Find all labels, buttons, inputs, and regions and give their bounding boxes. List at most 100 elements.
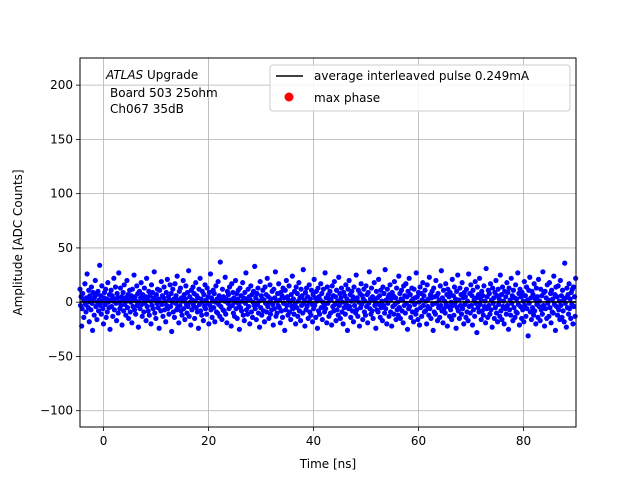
data-point [535,276,542,282]
data-point [88,307,94,313]
data-point [300,267,306,273]
data-point [113,318,120,324]
data-point [177,302,183,309]
data-point [353,272,359,278]
data-point [542,288,548,294]
data-point [160,313,166,319]
data-point [466,271,472,277]
data-point [537,318,543,324]
data-point [381,290,387,297]
data-point [131,307,138,313]
data-point [460,306,466,312]
data-point [421,293,427,299]
data-point [296,280,302,286]
y-tick-label: 100 [50,187,73,201]
data-point [487,281,494,287]
grid [80,58,576,427]
data-point [548,320,554,326]
data-point [262,284,268,290]
data-point [422,308,429,314]
axis-ticks: 0 20 40 60 80 −100 −50 0 50 100 150 200 [40,78,531,448]
data-point [289,273,295,279]
data-point [238,308,245,314]
data-point [327,288,333,294]
data-point [483,265,489,272]
data-point [358,281,364,287]
data-point [119,322,125,328]
data-point [317,311,323,317]
data-point [396,273,402,279]
data-point [505,326,512,332]
data-point [100,321,107,327]
data-point [449,276,455,282]
data-point [451,312,457,318]
data-point [533,321,539,327]
data-point [546,280,553,286]
data-point [153,315,159,322]
data-point [124,305,131,311]
data-point [512,314,518,320]
data-point [379,318,386,324]
data-point [486,302,492,309]
data-point [572,313,578,319]
data-point [363,283,369,289]
data-point [84,271,90,277]
data-point [318,281,324,287]
data-point [522,293,529,299]
data-point [121,308,127,314]
data-point [513,282,519,288]
data-point [480,312,486,318]
data-point [228,323,234,329]
data-point [488,307,494,313]
data-point [567,296,573,302]
data-point [259,312,265,318]
data-point [463,286,470,292]
data-point [80,290,86,297]
data-point [393,316,399,323]
data-point [503,294,509,300]
data-point [235,296,241,302]
data-point [92,277,98,284]
data-point [136,288,143,294]
data-point [270,301,276,307]
y-tick-label: 0 [65,295,73,309]
data-point [498,291,505,298]
data-point [533,285,539,291]
data-point [371,280,377,286]
data-point [79,306,85,312]
data-point [158,278,164,285]
data-point [556,307,562,313]
data-point [324,284,330,290]
data-point [555,312,561,318]
data-point [375,309,381,315]
data-point [508,312,514,318]
data-point [337,315,343,322]
data-point [387,282,393,288]
data-point [157,287,163,293]
data-point [455,272,461,278]
data-point [111,307,117,313]
data-point [351,302,358,309]
data-point [510,287,517,293]
data-point [344,327,351,334]
data-point [365,320,371,326]
data-point [169,328,175,335]
data-point [570,284,577,290]
data-point [537,298,543,304]
data-point [233,306,239,312]
data-point [462,294,468,300]
data-point [403,281,409,287]
data-point [474,284,480,290]
data-point [253,295,259,301]
data-point [332,294,339,300]
data-point [497,272,503,278]
data-point [293,284,299,290]
data-point [477,301,483,307]
data-point [164,276,170,282]
data-point [498,308,504,314]
data-point [82,281,88,287]
data-point [87,293,93,299]
data-point [271,306,277,312]
data-point [282,287,288,293]
data-point [384,286,390,292]
